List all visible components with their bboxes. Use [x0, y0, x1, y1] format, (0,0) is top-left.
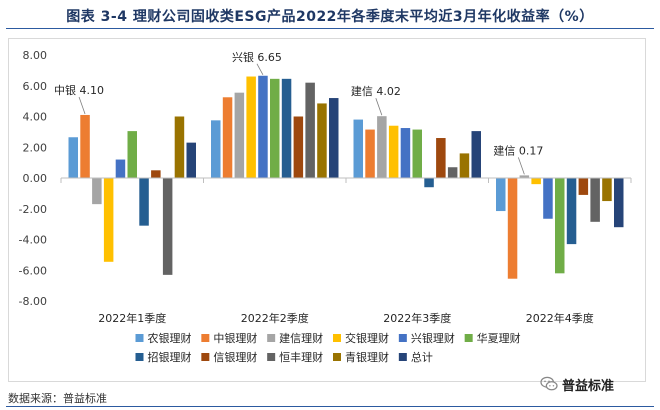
callout-label: 兴银 6.65	[232, 50, 282, 64]
bar	[531, 178, 541, 185]
bar	[92, 178, 102, 205]
wechat-watermark: 普益标准	[540, 374, 614, 394]
legend-label: 中银理财	[213, 331, 257, 345]
bar	[186, 142, 196, 178]
legend-swatch	[267, 353, 276, 361]
bar	[400, 128, 411, 178]
bar	[293, 116, 304, 178]
bar	[377, 116, 387, 178]
bar	[602, 178, 612, 202]
y-tick-label: 4.00	[23, 111, 48, 124]
bar	[507, 178, 518, 279]
legend-label: 总计	[411, 350, 433, 364]
bar-chart: -8.00 -6.00 -4.00 -2.00 0.00 2.00 4.00 6.00 8.00…	[19, 49, 632, 364]
legend-label: 青银理财	[345, 350, 389, 364]
bar	[412, 129, 422, 178]
callout-label: 中银 4.10	[54, 83, 104, 97]
bar	[174, 116, 185, 178]
x-category-label: 2022年2季度	[241, 311, 309, 325]
figure-title: 图表 3-4 理财公司固收类ESG产品2022年各季度末平均近3月年化收益率（%…	[66, 9, 594, 25]
bar	[281, 78, 292, 178]
legend-swatch	[333, 353, 341, 361]
callout-leader-line	[375, 98, 383, 116]
bar	[115, 159, 126, 178]
bar	[424, 178, 434, 188]
bar	[471, 131, 481, 178]
title-divider	[6, 28, 654, 29]
legend-swatch	[333, 334, 341, 342]
bar	[555, 178, 565, 274]
data-source-note: 数据来源：普益标准	[8, 392, 107, 405]
watermark-text: 普益标准	[562, 378, 615, 394]
bar	[353, 119, 363, 178]
x-category-label: 2022年3季度	[383, 311, 451, 325]
y-tick-label: 2.00	[23, 141, 48, 154]
callout-leader-line	[256, 63, 264, 75]
bar	[234, 92, 245, 178]
bottom-divider	[6, 406, 654, 407]
legend-swatch	[398, 353, 407, 361]
y-tick-label: -2.00	[19, 203, 47, 216]
bar	[578, 178, 589, 195]
bar	[329, 98, 339, 178]
y-tick-label: 6.00	[23, 80, 48, 93]
legend-label: 恒丰理财	[279, 350, 323, 364]
legend-label: 华夏理财	[477, 331, 521, 345]
bar	[222, 97, 233, 178]
bar	[543, 178, 553, 219]
legend-label: 农银理财	[148, 331, 192, 345]
bar	[246, 76, 256, 178]
legend-label: 信银理财	[213, 350, 257, 364]
y-tick-label: -8.00	[19, 295, 47, 308]
bar	[127, 131, 137, 178]
bar	[436, 138, 446, 178]
x-category-label: 2022年4季度	[526, 311, 594, 325]
bar	[151, 170, 161, 178]
legend-swatch	[201, 334, 210, 342]
callout-label: 建信 4.02	[351, 84, 401, 98]
bar	[496, 178, 506, 212]
bar	[614, 178, 624, 228]
bar	[270, 78, 280, 178]
callout-leader-line	[78, 96, 86, 115]
legend-swatch	[201, 353, 210, 361]
bar	[80, 114, 90, 178]
bar	[459, 153, 470, 178]
bar	[162, 178, 173, 275]
bar	[566, 178, 577, 245]
bar	[519, 175, 530, 178]
y-tick-label: -6.00	[19, 264, 47, 277]
y-tick-label: 0.00	[23, 172, 48, 185]
bar	[305, 82, 315, 178]
bar	[139, 178, 149, 226]
bar	[365, 129, 375, 178]
legend-swatch	[464, 334, 473, 342]
callout-label: 建信 0.17	[493, 143, 543, 157]
wechat-icon	[540, 376, 558, 391]
legend-swatch	[135, 334, 144, 342]
bar	[447, 167, 458, 178]
bar	[388, 125, 399, 178]
x-category-label: 2022年1季度	[98, 311, 166, 325]
bar	[258, 75, 268, 178]
y-tick-label: 8.00	[23, 49, 48, 62]
bar	[590, 178, 600, 222]
bar	[103, 178, 114, 262]
legend-swatch	[398, 334, 407, 342]
callout-leader-line	[517, 157, 525, 175]
legend-label: 建信理财	[279, 331, 323, 345]
legend-label: 兴银理财	[411, 331, 455, 345]
legend-swatch	[267, 334, 276, 342]
legend-label: 招银理财	[148, 350, 192, 364]
legend-label: 交银理财	[345, 331, 389, 345]
legend-swatch	[135, 353, 144, 361]
bar	[317, 103, 327, 178]
bar	[68, 137, 78, 178]
y-tick-label: -4.00	[19, 234, 47, 247]
bar	[211, 120, 221, 178]
chart-area: -8.00 -6.00 -4.00 -2.00 0.00 2.00 4.00 6.00 8.00…	[8, 38, 646, 382]
